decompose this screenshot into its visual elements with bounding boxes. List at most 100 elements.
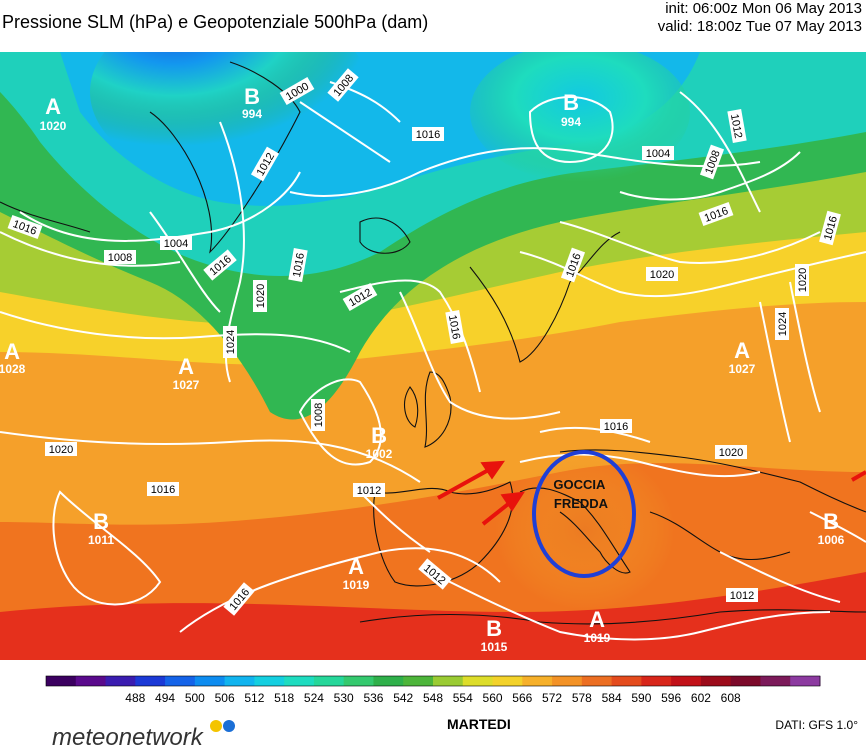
- legend-swatch: [581, 676, 613, 686]
- legend-tick-label: 548: [423, 691, 443, 705]
- isobar-label: 1016: [151, 484, 175, 496]
- isobar-label: 1024: [777, 312, 789, 336]
- center-letter: B: [823, 509, 839, 534]
- cold-drop-label-line1: GOCCIA: [553, 477, 606, 492]
- isobar-label: 1012: [730, 590, 754, 602]
- isobar-label: 1016: [446, 314, 462, 340]
- legend-swatch: [760, 676, 791, 686]
- legend-swatch: [671, 676, 702, 686]
- isobar-label: 1024: [225, 330, 237, 354]
- legend-swatch: [313, 676, 345, 686]
- legend-tick-label: 488: [125, 691, 145, 705]
- legend-tick-label: 590: [631, 691, 651, 705]
- legend-swatch: [403, 676, 434, 686]
- legend-swatch: [790, 676, 821, 686]
- isobar-label: 1004: [646, 148, 670, 160]
- weather-map: 1000 1008 1012 1016 1004 1008 1016 1020 …: [0, 52, 866, 660]
- center-value: 1020: [40, 119, 67, 133]
- center-letter: A: [348, 554, 364, 579]
- legend-swatch: [75, 676, 107, 686]
- legend-swatch: [46, 676, 77, 686]
- legend-tick-label: 506: [215, 691, 235, 705]
- center-value: 1011: [88, 533, 114, 547]
- center-letter: A: [589, 607, 605, 632]
- legend-swatch: [730, 676, 761, 686]
- isobar-label: 1016: [416, 129, 440, 141]
- legend-tick-label: 500: [185, 691, 205, 705]
- legend-ticks: 488 494 500 506 512 518 524 530 536 542 548 554 560 5…: [125, 691, 741, 705]
- legend-tick-label: 530: [334, 691, 354, 705]
- isobar-label: 1020: [650, 269, 674, 281]
- legend-swatch: [433, 676, 464, 686]
- legend-swatch: [105, 676, 136, 686]
- legend-swatch: [135, 676, 166, 686]
- legend-tick-label: 602: [691, 691, 711, 705]
- legend-swatch: [492, 676, 523, 686]
- low-north-sea: [470, 52, 690, 182]
- legend-bar: [45, 675, 821, 687]
- legend-tick-label: 518: [274, 691, 294, 705]
- legend-tick-label: 554: [453, 691, 473, 705]
- center-value: 1002: [366, 447, 393, 461]
- day-label: MARTEDI: [447, 716, 511, 732]
- isobar-label: 1012: [728, 113, 744, 139]
- center-value: 994: [242, 107, 262, 121]
- isobar-label: 1016: [291, 252, 307, 278]
- center-letter: A: [45, 94, 61, 119]
- center-letter: A: [4, 339, 20, 364]
- legend-swatch: [552, 676, 583, 686]
- center-value: 1027: [173, 378, 200, 392]
- cold-drop-label-line2: FREDDA: [554, 496, 609, 511]
- isobar-label: 1012: [357, 485, 381, 497]
- legend-swatch: [165, 676, 196, 686]
- legend-tick-label: 560: [483, 691, 503, 705]
- legend-swatch: [611, 676, 642, 686]
- legend-tick-label: 572: [542, 691, 562, 705]
- legend-tick-label: 566: [512, 691, 532, 705]
- coastlines: [0, 61, 866, 625]
- brand-dot-blue: [223, 720, 235, 732]
- legend-swatch: [343, 676, 374, 686]
- center-letter: B: [371, 423, 387, 448]
- isobar-label: 1016: [604, 421, 628, 433]
- legend-swatch: [700, 676, 732, 686]
- legend-swatch: [254, 676, 285, 686]
- center-value: 1019: [584, 631, 611, 645]
- isobar-label: 1004: [164, 238, 188, 250]
- legend-swatch: [194, 676, 226, 686]
- center-value: 994: [561, 115, 581, 129]
- isobar-label: 1008: [313, 403, 325, 427]
- center-letter: B: [93, 509, 109, 534]
- center-value: 1015: [481, 640, 508, 654]
- center-letter: A: [734, 338, 750, 363]
- brand-dot-yellow: [210, 720, 222, 732]
- legend-tick-label: 494: [155, 691, 175, 705]
- center-value: 1006: [818, 533, 845, 547]
- legend-tick-label: 524: [304, 691, 324, 705]
- center-letter: B: [486, 616, 502, 641]
- legend-tick-label: 536: [363, 691, 383, 705]
- isobar-label: 1020: [255, 284, 267, 308]
- legend-tick-label: 608: [721, 691, 741, 705]
- isobar-label: 1020: [719, 447, 743, 459]
- legend-swatch: [284, 676, 315, 686]
- data-source: DATI: GFS 1.0°: [775, 718, 858, 732]
- legend-tick-label: 512: [244, 691, 264, 705]
- legend-tick-label: 578: [572, 691, 592, 705]
- center-value: 1028: [0, 362, 26, 376]
- legend-swatch: [373, 676, 404, 686]
- legend-tick-label: 584: [602, 691, 622, 705]
- legend-tick-label: 542: [393, 691, 413, 705]
- legend-swatch: [522, 676, 553, 686]
- brand-name: meteonetwork: [52, 724, 203, 751]
- legend-tick-label: 596: [661, 691, 681, 705]
- legend-swatch: [224, 676, 255, 686]
- legend-swatch: [462, 676, 494, 686]
- legend-swatch: [641, 676, 672, 686]
- cold-drop-core: [495, 450, 675, 610]
- cold-drop-circle: [532, 450, 636, 578]
- center-letter: B: [563, 90, 579, 115]
- valid-time: valid: 18:00z Tue 07 May 2013: [657, 18, 862, 35]
- center-letter: B: [244, 84, 260, 109]
